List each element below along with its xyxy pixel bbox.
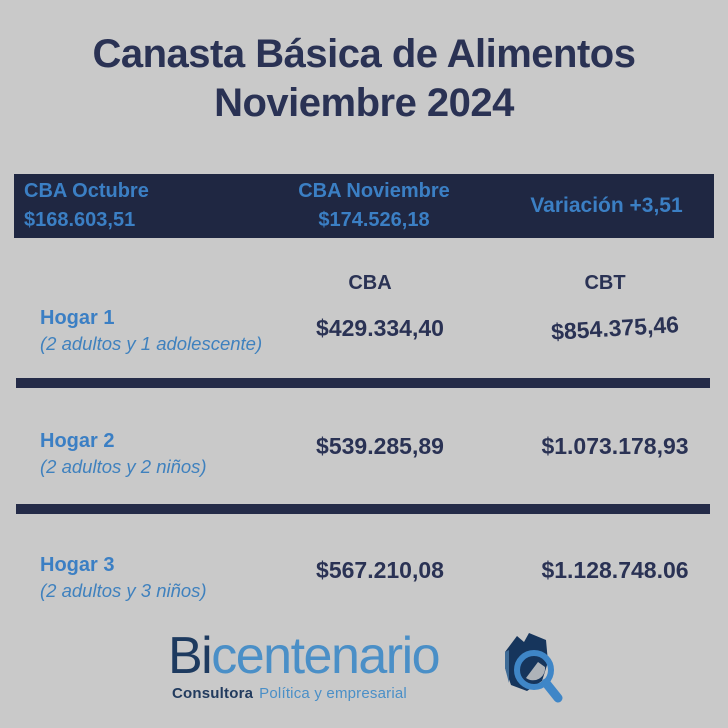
hogar1-desc: (2 adultos y 1 adolescente) [40,333,263,354]
page-title: Canasta Básica de Alimentos Noviembre 20… [0,30,728,128]
hogar2-cbt-value: $1.073.178,93 [541,433,689,459]
brand-logo-text: Bicentenario [168,627,441,685]
hogar3-cbt-value: $1.128.748.06 [541,557,689,583]
hogar3-name: Hogar 3 [40,554,115,576]
hogar2-desc: (2 adultos y 2 niños) [40,456,207,477]
hogar2-cba-value: $539.285,89 [316,433,444,459]
tagline-consultora: Consultora [172,685,254,702]
page-title-line1: Canasta Básica de Alimentos [92,32,636,76]
brand-text-bi: Bi [168,627,213,685]
hogar3-desc: (2 adultos y 3 niños) [40,580,207,601]
summary-variation: Variación +3,51 [530,193,683,217]
brand-tagline: Consultora Política y empresarial [172,685,407,702]
summary-cba-october: CBA Octubre $168.603,51 [14,177,249,235]
cba-october-value: $168.603,51 [24,209,136,231]
cba-october-label: CBA Octubre [24,180,149,202]
hogar1-cba-value: $429.334,40 [316,315,444,341]
row-divider [16,378,710,388]
cba-november-label: CBA Noviembre [298,180,450,202]
hogar2-name: Hogar 2 [40,430,115,452]
hogar1-cbt-value: $854.375,46 [550,311,680,345]
hogar1-name: Hogar 1 [40,307,115,329]
column-header-cbt: CBT [584,272,626,294]
cba-november-value: $174.526,18 [318,209,430,231]
table-row-hogar3-label: Hogar 3 (2 adultos y 3 niños) [40,552,207,605]
table-row-hogar1-label: Hogar 1 (2 adultos y 1 adolescente) [40,305,262,358]
summary-cba-november: CBA Noviembre $174.526,18 [249,177,499,235]
summary-bar: CBA Octubre $168.603,51 CBA Noviembre $1… [14,174,714,238]
row-divider [16,504,710,514]
brand-text-centenario: centenario [211,627,440,685]
hogar3-cba-value: $567.210,08 [316,557,444,583]
table-row-hogar2-label: Hogar 2 (2 adultos y 2 niños) [40,428,207,481]
column-header-cba: CBA [348,272,392,294]
page-title-line2: Noviembre 2024 [214,80,514,125]
tagline-politica: Política y empresarial [259,685,407,702]
map-with-magnifier-icon [492,628,574,712]
